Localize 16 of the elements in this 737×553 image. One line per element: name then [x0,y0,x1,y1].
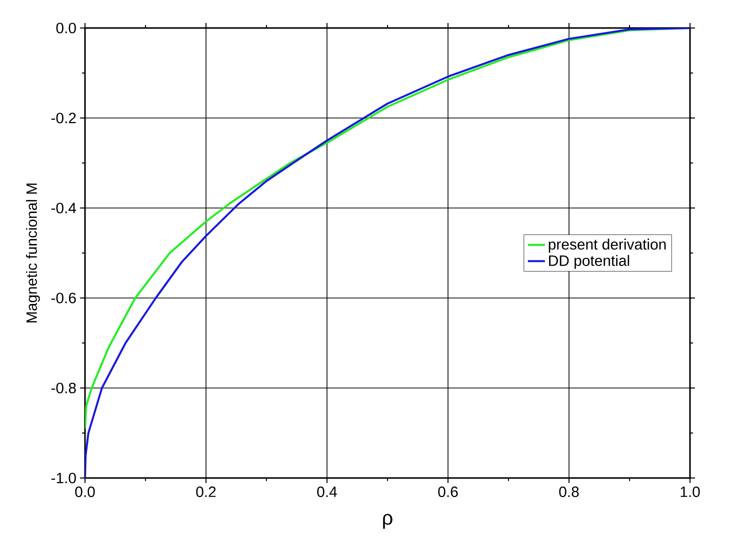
legend-label: DD potential [549,254,630,269]
y-axis-title: Magnetic funcional M [26,184,40,322]
x-tick-label: 0.6 [438,486,458,498]
legend-label: present derivation [548,238,666,253]
x-tick-label: 0.8 [559,486,579,498]
y-tick-label: -0.8 [51,382,76,394]
y-tick-label: -1.0 [51,472,76,484]
y-tick-label: 0.0 [56,22,76,34]
x-tick-label: 0.2 [196,486,216,498]
x-tick-label: 1.0 [680,486,700,498]
x-axis-title: ρ [383,514,392,529]
y-tick-label: -0.6 [51,292,76,304]
y-tick-label: -0.4 [51,202,76,214]
x-tick-label: 0.4 [317,486,337,498]
y-tick-label: -0.2 [51,112,76,124]
x-tick-label: 0.0 [75,486,95,498]
